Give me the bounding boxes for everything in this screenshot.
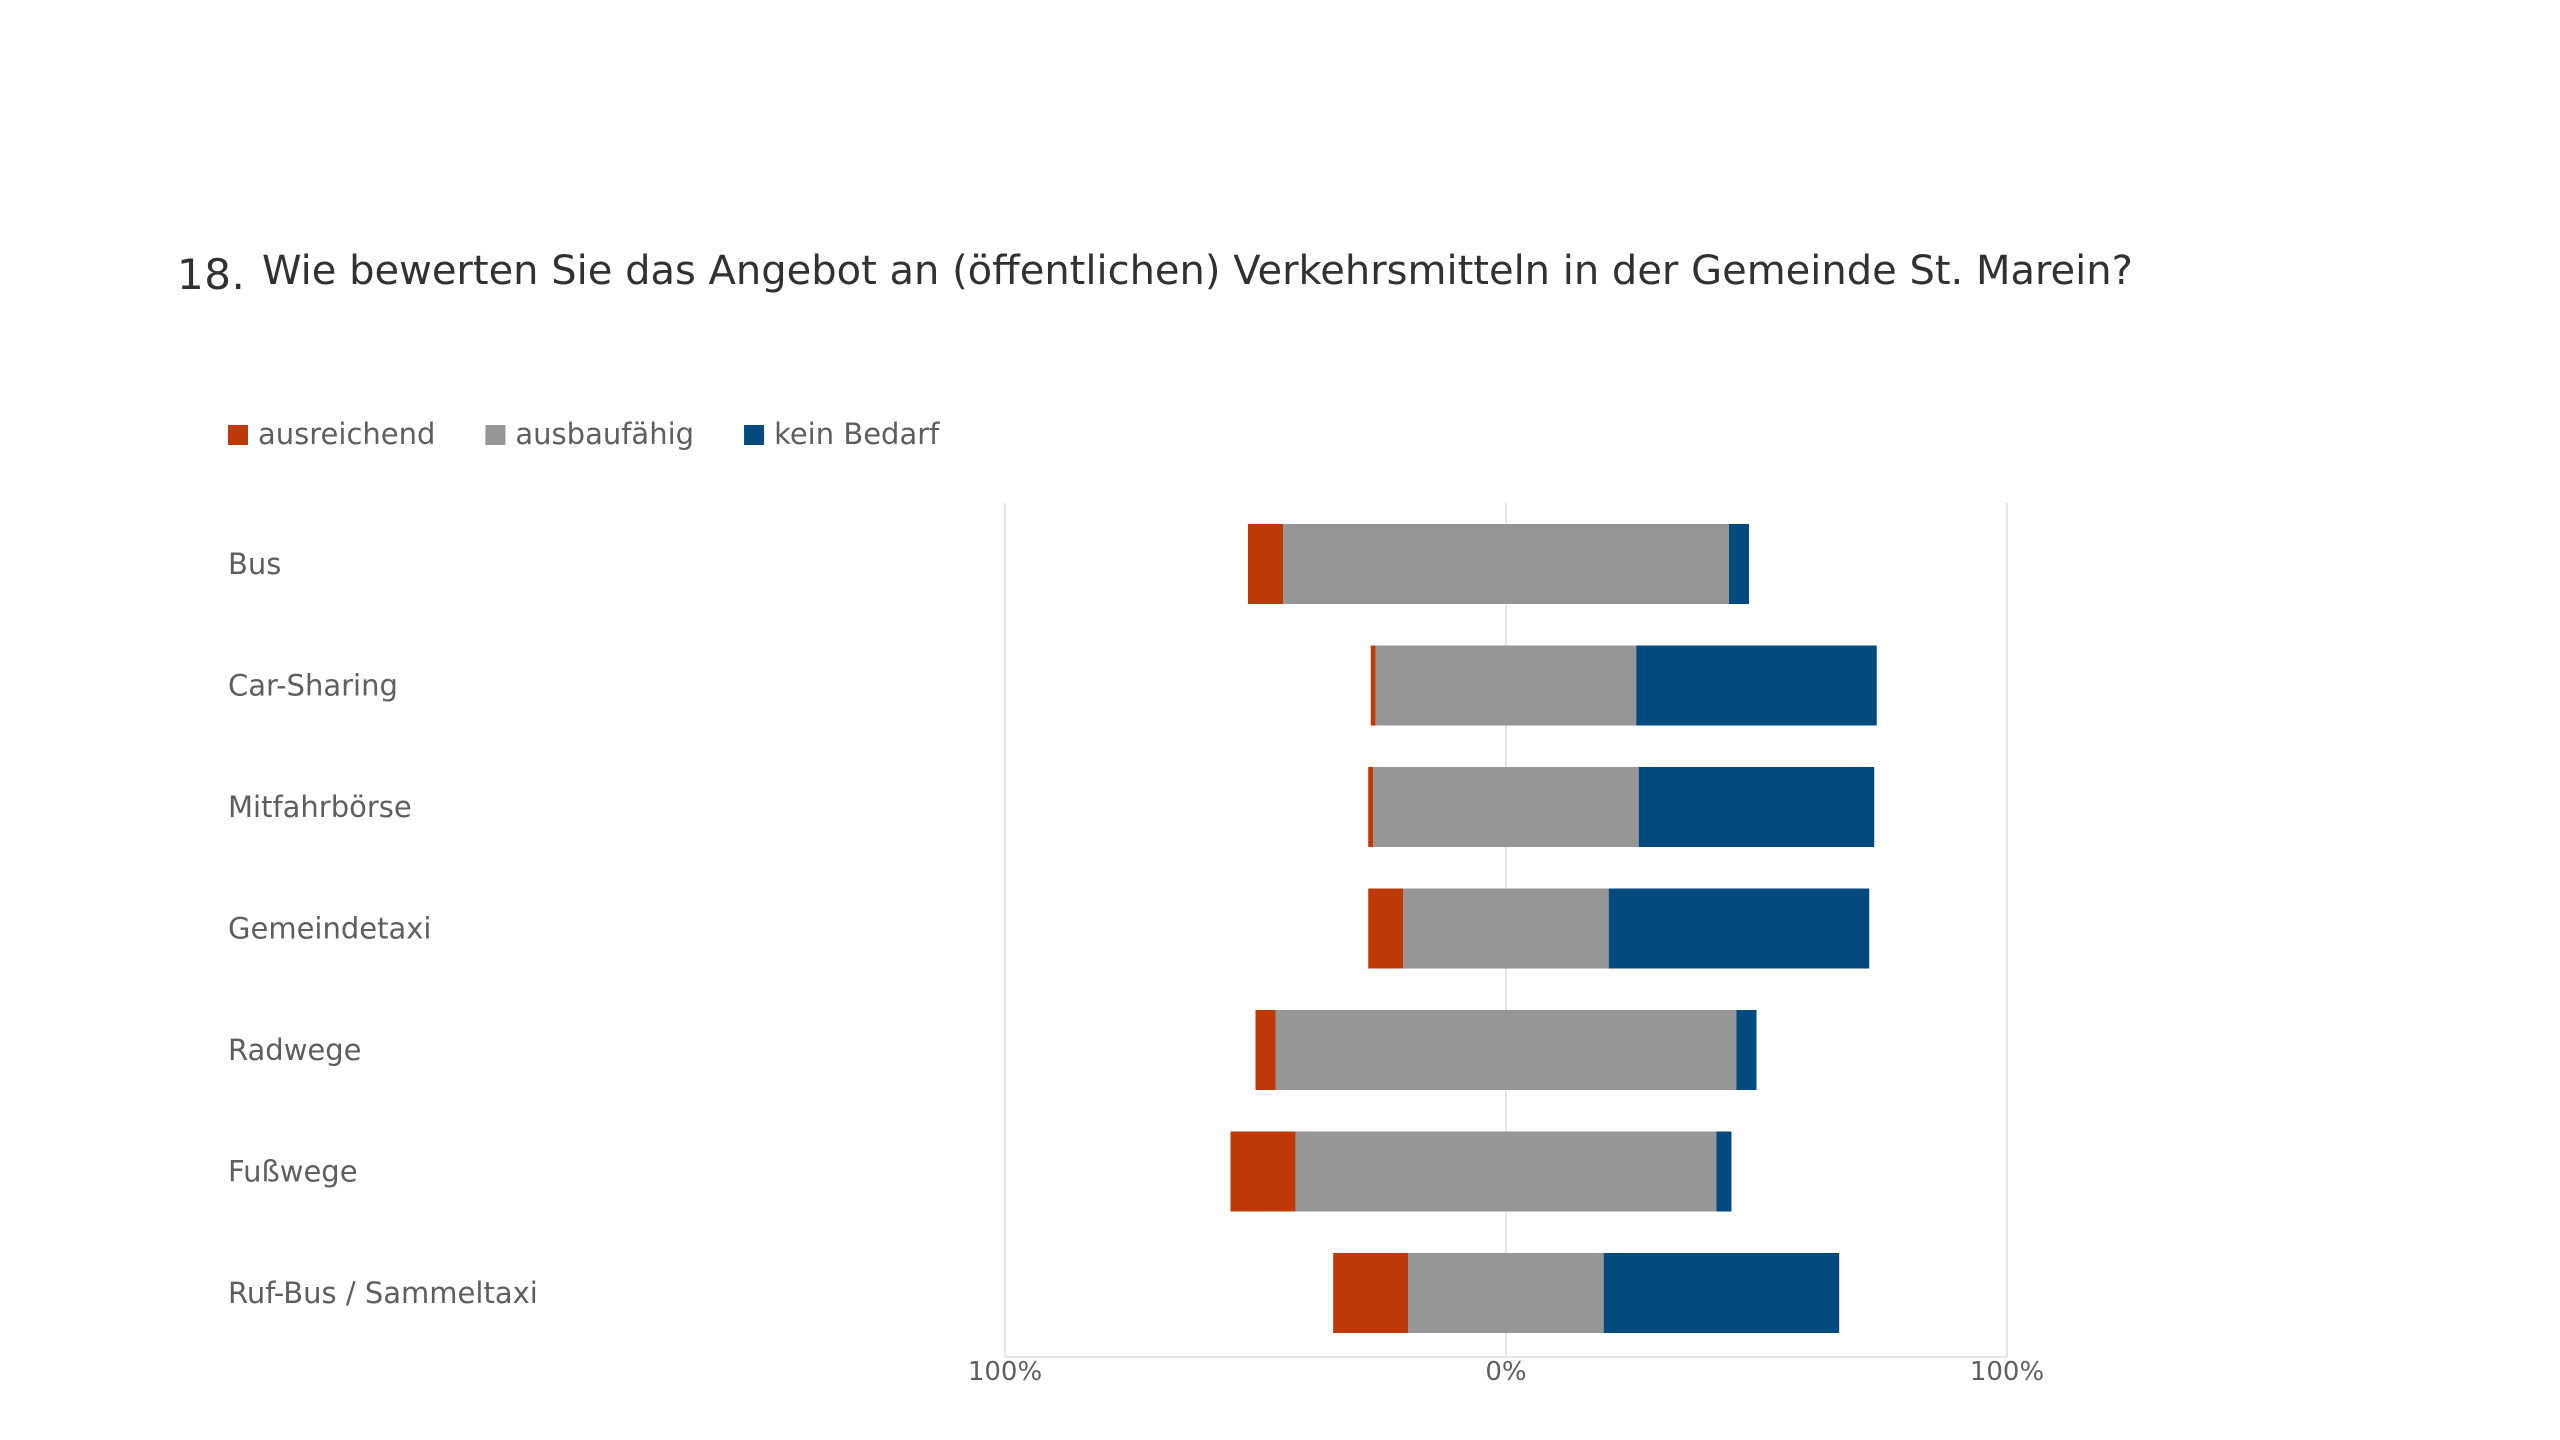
x-tick-label: 100% — [968, 1357, 1042, 1387]
bar-ausbaufaehig[interactable] — [1373, 767, 1639, 847]
x-tick-label: 100% — [1970, 1357, 2044, 1387]
bar-ausreichend[interactable] — [1230, 1131, 1296, 1212]
legend-swatch-ausbaufähig — [485, 425, 506, 445]
bar-ausreichend[interactable] — [1370, 645, 1376, 726]
bar-ausreichend[interactable] — [1247, 524, 1284, 604]
bar-ausbaufaehig[interactable] — [1408, 1253, 1604, 1333]
bar-ausbaufaehig[interactable] — [1283, 524, 1729, 604]
bar-kein-bedarf[interactable] — [1728, 524, 1749, 604]
bar-ausreichend[interactable] — [1333, 1253, 1409, 1333]
x-tick-label: 0% — [1485, 1357, 1526, 1387]
bar-ausbaufaehig[interactable] — [1275, 1010, 1737, 1090]
bar-kein-bedarf[interactable] — [1608, 888, 1870, 969]
legend-swatch-ausreichend — [228, 425, 248, 445]
question-title: Wie bewerten Sie das Angebot an (öffentl… — [262, 248, 2133, 294]
legend-label: ausreichend — [258, 417, 435, 451]
bar-kein-bedarf[interactable] — [1638, 767, 1875, 847]
bar-ausbaufaehig[interactable] — [1403, 888, 1609, 969]
category-label: Mitfahrbörse — [228, 790, 412, 824]
category-label: Bus — [228, 547, 281, 581]
question-number: 18. — [177, 250, 246, 299]
bar-ausbaufaehig[interactable] — [1375, 645, 1637, 726]
bar-kein-bedarf[interactable] — [1716, 1131, 1732, 1212]
category-label: Car-Sharing — [228, 669, 398, 703]
category-label: Ruf-Bus / Sammeltaxi — [228, 1276, 538, 1310]
bar-kein-bedarf[interactable] — [1636, 645, 1877, 726]
category-label: Radwege — [228, 1033, 362, 1067]
bar-ausreichend[interactable] — [1255, 1010, 1276, 1090]
category-label: Fußwege — [228, 1155, 358, 1189]
bar-kein-bedarf[interactable] — [1603, 1253, 1840, 1333]
bar-ausbaufaehig[interactable] — [1295, 1131, 1717, 1212]
category-label: Gemeindetaxi — [228, 912, 431, 946]
bar-ausreichend[interactable] — [1368, 888, 1404, 969]
legend-swatch-kein Bedarf — [744, 425, 765, 445]
legend-label: ausbaufähig — [515, 417, 694, 451]
bar-ausreichend[interactable] — [1368, 767, 1374, 847]
bar-kein-bedarf[interactable] — [1736, 1010, 1757, 1090]
legend-label: kein Bedarf — [774, 417, 940, 451]
